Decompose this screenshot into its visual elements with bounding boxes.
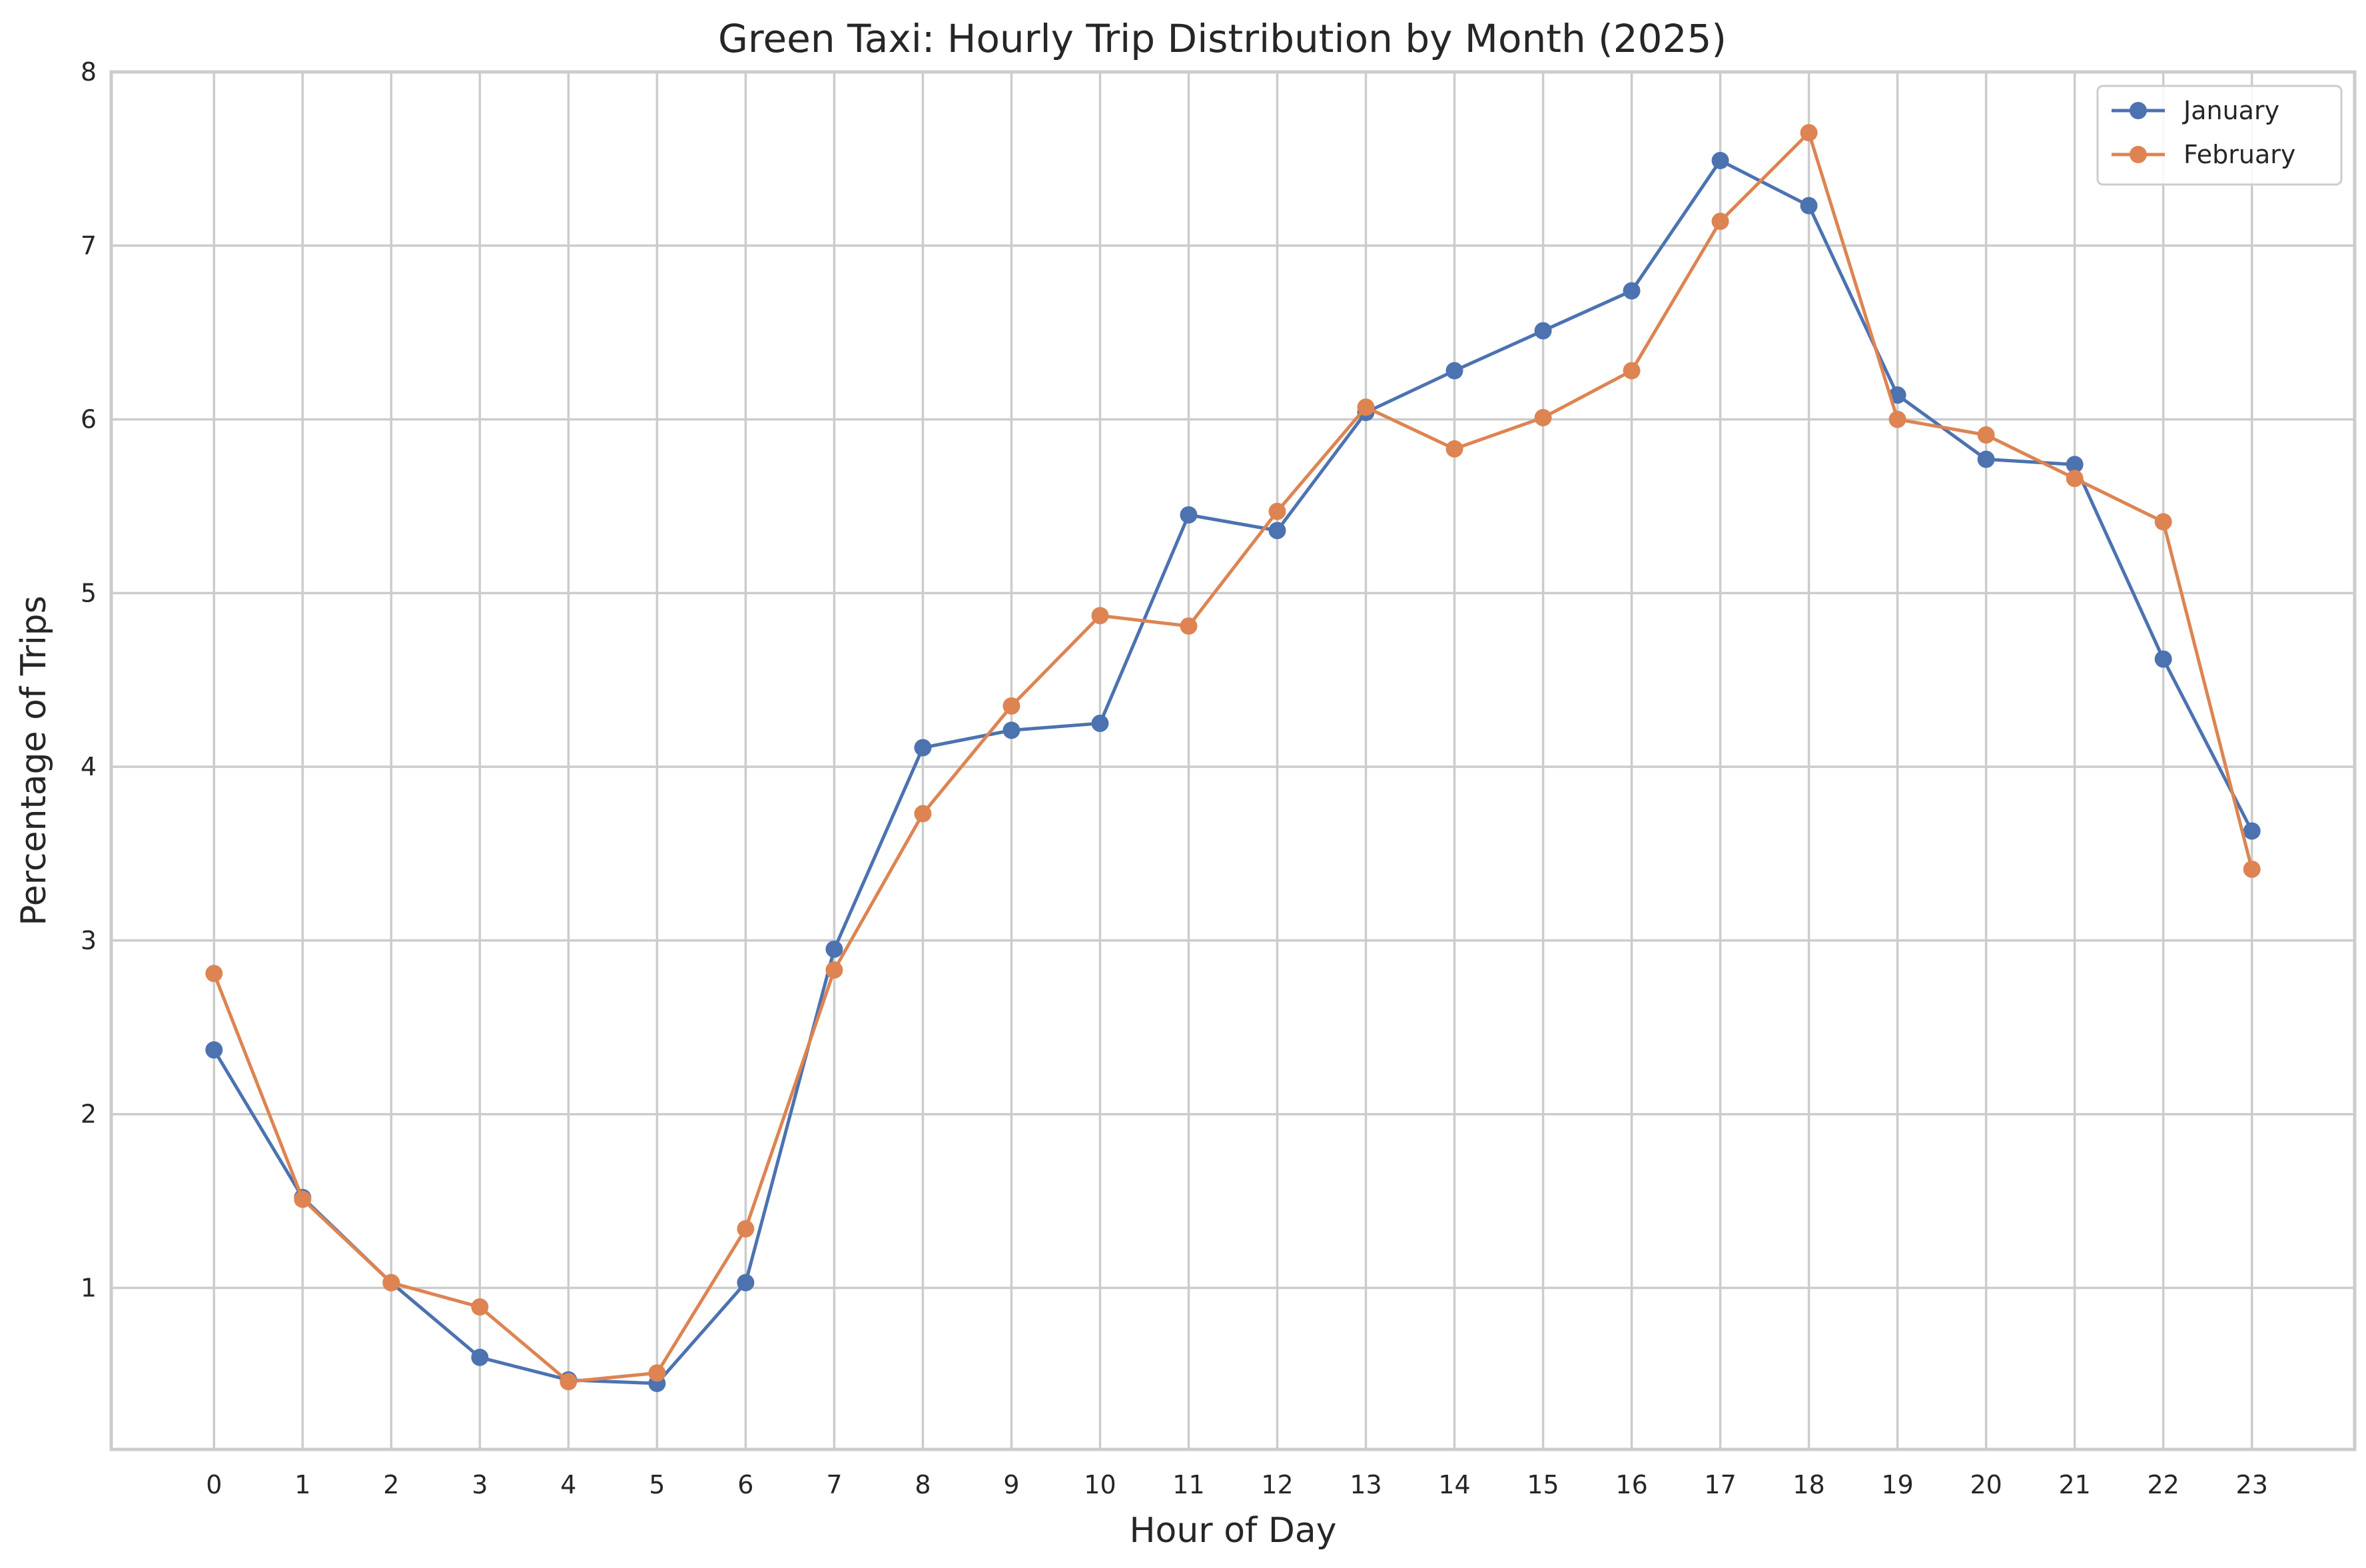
data-point <box>1623 282 1641 300</box>
y-tick-label: 2 <box>81 1100 97 1129</box>
data-point <box>382 1274 400 1292</box>
data-point <box>1268 522 1286 540</box>
legend-item: January <box>2112 96 2279 125</box>
data-point <box>1002 697 1020 715</box>
x-tick-label: 17 <box>1704 1470 1736 1499</box>
data-point <box>737 1220 755 1238</box>
legend-item: February <box>2112 140 2295 169</box>
x-tick-label: 6 <box>737 1470 753 1499</box>
x-tick-label: 18 <box>1792 1470 1824 1499</box>
data-point <box>2066 456 2084 474</box>
data-point <box>1623 362 1641 380</box>
data-point <box>2243 822 2261 840</box>
x-tick-label: 9 <box>1003 1470 1019 1499</box>
series-february <box>205 124 2261 1391</box>
legend-label: January <box>2182 96 2279 125</box>
data-point <box>648 1364 666 1382</box>
data-point <box>1800 124 1818 142</box>
x-axis-label: Hour of Day <box>1129 1511 1336 1551</box>
series-layer <box>205 124 2261 1392</box>
data-point <box>205 965 223 982</box>
y-tick-label: 7 <box>81 231 97 260</box>
x-tick-label: 12 <box>1261 1470 1293 1499</box>
x-axis-ticks: 0 1 2 3 4 5 6 7 8 9 10 11 12 13 14 15 16 17 18 19 20 21 22 23 <box>206 1470 2268 1499</box>
legend-marker <box>2130 146 2147 163</box>
data-point <box>1180 617 1198 635</box>
y-tick-label: 6 <box>81 405 97 434</box>
x-tick-label: 0 <box>206 1470 222 1499</box>
x-tick-label: 14 <box>1438 1470 1470 1499</box>
data-point <box>1534 322 1552 340</box>
data-point <box>471 1348 489 1366</box>
data-point <box>1534 408 1552 426</box>
x-tick-label: 16 <box>1615 1470 1647 1499</box>
data-point <box>1711 151 1729 169</box>
x-tick-label: 8 <box>915 1470 931 1499</box>
data-point <box>1180 506 1198 524</box>
x-tick-label: 3 <box>472 1470 488 1499</box>
y-tick-label: 5 <box>81 578 97 607</box>
x-tick-label: 23 <box>2236 1470 2268 1499</box>
data-point <box>1357 398 1375 416</box>
data-point <box>2066 470 2084 488</box>
x-tick-label: 1 <box>294 1470 310 1499</box>
y-tick-label: 8 <box>81 57 97 87</box>
x-tick-label: 11 <box>1172 1470 1204 1499</box>
data-point <box>1977 450 1995 468</box>
data-point <box>2154 513 2172 531</box>
x-tick-label: 10 <box>1084 1470 1116 1499</box>
x-tick-label: 19 <box>1881 1470 1913 1499</box>
data-point <box>1711 212 1729 230</box>
data-point <box>1091 714 1109 732</box>
data-point <box>1445 440 1463 458</box>
x-tick-label: 15 <box>1527 1470 1559 1499</box>
series-line <box>212 159 2254 1385</box>
series-january <box>205 151 2261 1392</box>
data-point <box>1091 607 1109 625</box>
x-tick-label: 22 <box>2148 1470 2179 1499</box>
y-axis-ticks: 1 2 3 4 5 6 7 8 <box>81 57 97 1302</box>
legend-marker <box>2130 102 2147 119</box>
data-point <box>1977 426 1995 444</box>
data-point <box>825 961 843 979</box>
x-tick-label: 21 <box>2058 1470 2090 1499</box>
data-point <box>560 1373 578 1391</box>
x-tick-label: 4 <box>560 1470 576 1499</box>
data-point <box>1268 502 1286 520</box>
y-axis-label: Percentage of Trips <box>14 595 54 926</box>
plot-frame <box>109 70 2357 1451</box>
grid <box>111 71 2355 1449</box>
x-tick-label: 2 <box>383 1470 399 1499</box>
y-tick-label: 3 <box>81 926 97 955</box>
data-point <box>914 739 932 757</box>
data-point <box>825 940 843 958</box>
legend: January February <box>2096 85 2343 186</box>
data-point <box>2154 650 2172 668</box>
data-point <box>737 1274 755 1292</box>
legend-label: February <box>2183 140 2295 169</box>
data-point <box>471 1298 489 1316</box>
data-point <box>294 1190 312 1208</box>
data-point <box>205 1041 223 1059</box>
data-point <box>914 805 932 823</box>
data-point <box>1800 196 1818 214</box>
data-point <box>1002 721 1020 739</box>
data-point <box>1888 410 1906 428</box>
x-tick-label: 7 <box>826 1470 842 1499</box>
data-point <box>1445 362 1463 380</box>
series-line <box>212 131 2254 1383</box>
data-point <box>1888 386 1906 404</box>
x-tick-label: 13 <box>1350 1470 1381 1499</box>
x-tick-label: 5 <box>649 1470 665 1499</box>
chart-title: Green Taxi: Hourly Trip Distribution by … <box>718 16 1727 61</box>
data-point <box>2243 860 2261 878</box>
x-tick-label: 20 <box>1970 1470 2002 1499</box>
y-tick-label: 4 <box>81 752 97 781</box>
y-tick-label: 1 <box>81 1273 97 1302</box>
